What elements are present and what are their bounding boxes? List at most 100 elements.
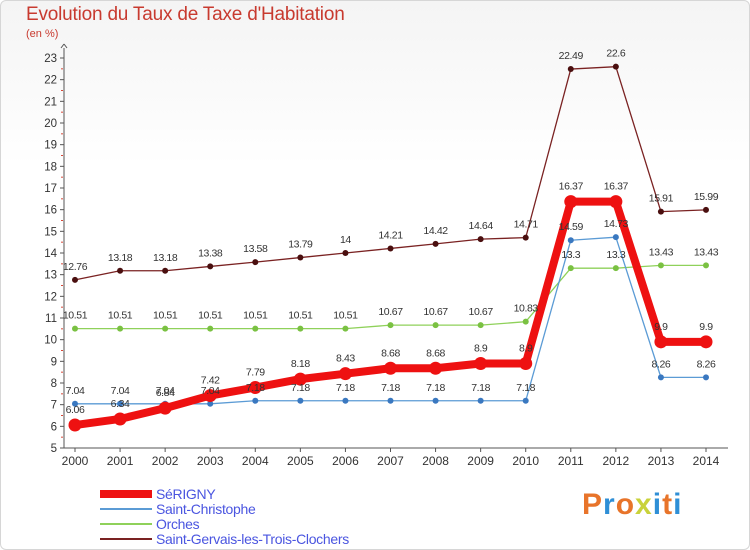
data-point: [477, 322, 484, 329]
x-tick-label: 2005: [287, 454, 314, 468]
y-tick-label: 20: [44, 118, 57, 130]
data-label: 8.43: [336, 353, 355, 365]
logo-letter: P: [582, 488, 604, 521]
data-point: [519, 357, 533, 370]
y-tick-label: 8: [51, 378, 57, 390]
data-point: [432, 397, 439, 404]
data-label: 10.51: [108, 310, 133, 322]
data-point: [117, 325, 124, 332]
logo-letter: r: [603, 488, 616, 521]
data-point: [203, 389, 217, 403]
y-tick-label: 23: [44, 53, 57, 65]
data-point: [297, 325, 304, 332]
data-point: [162, 325, 169, 332]
data-point: [567, 237, 574, 244]
x-tick-label: 2004: [242, 454, 269, 468]
data-label: 8.9: [519, 343, 533, 355]
data-point: [474, 357, 488, 370]
data-point: [297, 397, 304, 404]
data-point: [338, 367, 352, 381]
data-label: 15.99: [694, 191, 719, 203]
data-label: 6.84: [156, 387, 175, 399]
data-point: [252, 325, 259, 332]
data-point: [477, 236, 484, 243]
data-label: 7.79: [246, 367, 265, 379]
y-tick-label: 19: [44, 140, 57, 152]
data-label: 13.79: [288, 239, 313, 251]
data-label: 10.67: [378, 306, 403, 318]
data-point: [609, 195, 623, 209]
data-label: 10.51: [333, 310, 358, 322]
data-point: [387, 397, 394, 404]
data-point: [158, 401, 172, 415]
data-label: 14.71: [514, 219, 539, 231]
data-point: [72, 400, 78, 407]
data-point: [207, 325, 214, 332]
data-label: 14.73: [604, 218, 629, 230]
data-point: [252, 259, 259, 266]
chart-title: Evolution du Taux de Taxe d'Habitation: [26, 4, 345, 25]
data-point: [432, 322, 439, 329]
data-point: [522, 234, 529, 241]
data-point: [477, 397, 484, 404]
legend-label: Orches: [156, 515, 200, 532]
data-label: 22.49: [559, 50, 584, 62]
data-label: 7.18: [516, 382, 535, 394]
data-label: 10.83: [514, 303, 539, 315]
data-point: [293, 372, 307, 386]
data-label: 6.34: [111, 398, 130, 410]
data-point: [162, 267, 169, 274]
data-label: 7.18: [336, 382, 355, 394]
y-tick-label: 18: [44, 161, 57, 173]
data-point: [564, 195, 578, 209]
data-point: [654, 335, 668, 349]
y-tick-label: 10: [44, 335, 57, 347]
series-0: [68, 195, 713, 432]
data-point: [703, 374, 709, 381]
legend-item: SéRIGNY: [100, 486, 349, 502]
logo-letter: o: [615, 488, 636, 521]
legend-swatch: [100, 489, 152, 498]
data-point: [612, 234, 619, 241]
x-tick-label: 2006: [332, 454, 359, 468]
data-point: [612, 265, 619, 272]
x-tick-label: 2002: [152, 454, 179, 468]
data-point: [612, 63, 619, 70]
data-label: 7.18: [381, 382, 400, 394]
x-tick-label: 2014: [693, 454, 720, 468]
y-unit-label: (en %): [26, 28, 59, 40]
data-label: 12.76: [63, 261, 88, 273]
x-tick-label: 2010: [512, 454, 539, 468]
legend-label: Saint-Gervais-les-Trois-Clochers: [156, 530, 349, 547]
proxiti-logo: Proxiti: [582, 488, 682, 522]
data-label: 14.21: [378, 229, 403, 241]
x-tick-label: 2007: [377, 454, 404, 468]
data-label: 14.42: [423, 225, 448, 237]
y-tick-label: 21: [44, 96, 57, 108]
data-label: 8.68: [426, 347, 445, 359]
data-label: 13.3: [561, 249, 580, 261]
data-label: 16.37: [604, 181, 629, 193]
data-label: 8.68: [381, 347, 400, 359]
data-label: 13.3: [606, 249, 625, 261]
y-tick-label: 11: [45, 313, 57, 325]
data-label: 7.04: [111, 385, 130, 397]
data-label: 22.6: [606, 48, 625, 60]
data-label: 15.91: [649, 193, 674, 205]
data-point: [657, 262, 664, 269]
legend-item: Orches: [100, 515, 349, 532]
data-label: 8.9: [474, 343, 488, 355]
y-tick-label: 6: [51, 421, 57, 433]
data-point: [113, 412, 127, 426]
data-point: [567, 66, 574, 73]
y-tick-label: 14: [44, 248, 57, 260]
logo-letter: t: [662, 488, 674, 521]
y-axis-arrow: [60, 43, 65, 49]
data-label: 7.04: [201, 385, 220, 397]
data-label: 14: [340, 234, 351, 246]
series-2: [72, 262, 709, 332]
data-point: [703, 206, 709, 213]
y-tick-label: 15: [44, 226, 57, 238]
data-point: [72, 325, 78, 332]
data-point: [68, 418, 82, 432]
